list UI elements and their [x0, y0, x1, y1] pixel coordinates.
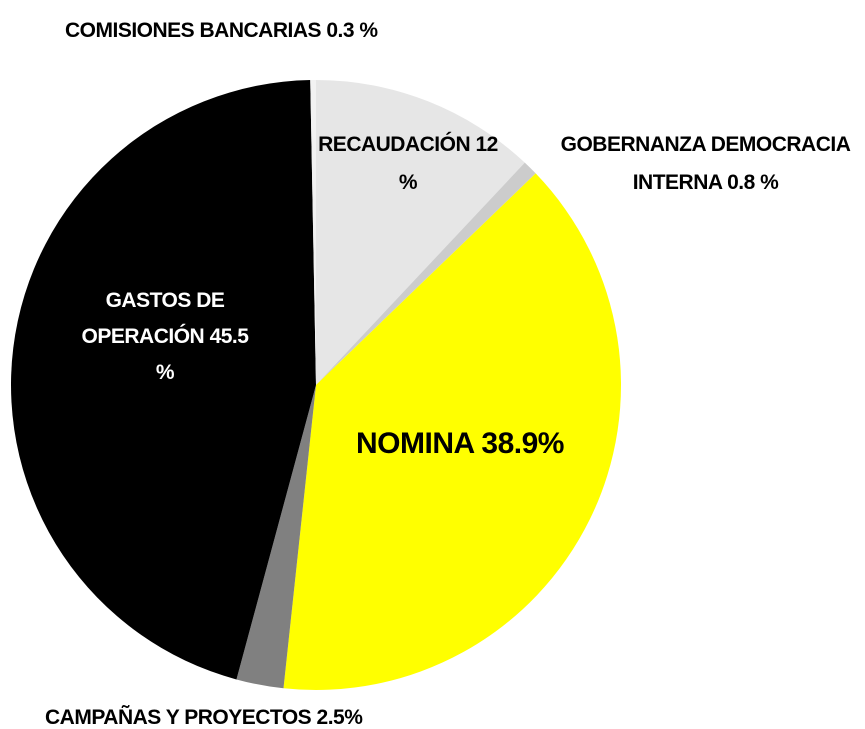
slice-label: NOMINA 38.9% [320, 425, 600, 463]
category-label: GASTOS DE OPERACIÓN [81, 289, 225, 348]
pie-slice [310, 80, 316, 385]
value-label: 2.5% [316, 706, 363, 729]
slice-label: CAMPAÑAS Y PROYECTOS 2.5% [45, 699, 565, 729]
category-label: GOBERNANZA DEMOCRACIA INTERNA [560, 133, 851, 194]
slice-label: RECAUDACIÓN 12 % [318, 126, 498, 202]
pie-slice [11, 80, 316, 680]
slice-label: GASTOS DE OPERACIÓN 45.5 % [80, 283, 250, 391]
value-label: 0.8 % [727, 171, 779, 194]
category-label: COMISIONES BANCARIAS [65, 19, 322, 42]
category-label: NOMINA [356, 427, 474, 460]
slice-label: GOBERNANZA DEMOCRACIA INTERNA 0.8 % [548, 126, 863, 202]
value-label: 38.9% [481, 427, 564, 460]
value-label: 0.3 % [326, 19, 378, 42]
pie-slice [283, 173, 622, 691]
category-label: CAMPAÑAS Y PROYECTOS [45, 706, 312, 729]
pie-slice [236, 385, 316, 689]
value-label: 12 % [398, 133, 498, 194]
slice-label: COMISIONES BANCARIAS 0.3 % [65, 12, 585, 50]
pie-slice [316, 162, 536, 385]
category-label: RECAUDACIÓN [318, 133, 471, 156]
value-label: 45.5 % [155, 325, 249, 384]
pie-slice [316, 80, 525, 385]
